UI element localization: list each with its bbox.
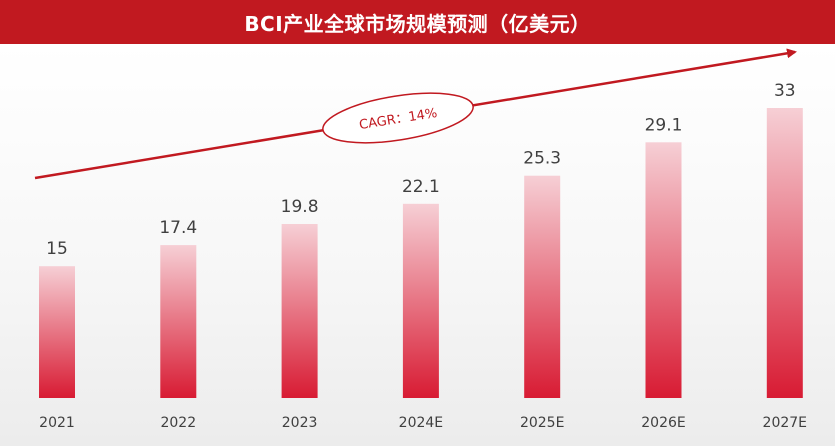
category-label-2027E: 2027E — [763, 415, 807, 431]
value-label-2023: 19.8 — [281, 197, 319, 217]
value-label-2021: 15 — [46, 239, 68, 259]
cagr-ellipse — [322, 92, 474, 144]
value-label-2025E: 25.3 — [523, 149, 561, 169]
category-label-2025E: 2025E — [520, 415, 564, 431]
chart-title-bar: BCI产业全球市场规模预测（亿美元） — [0, 0, 835, 44]
chart-title: BCI产业全球市场规模预测（亿美元） — [244, 11, 591, 36]
value-label-2027E: 33 — [774, 81, 796, 101]
value-label-2026E: 29.1 — [645, 115, 683, 135]
bar-2024E — [402, 203, 439, 398]
bar-2025E — [524, 175, 561, 398]
value-labels-group: 15 17.4 19.8 22.1 25.3 29.1 33 — [46, 81, 795, 259]
value-label-2024E: 22.1 — [402, 177, 440, 197]
category-label-2021: 2021 — [39, 415, 75, 431]
category-label-2023: 2023 — [282, 415, 318, 431]
category-label-2026E: 2026E — [641, 415, 685, 431]
category-label-2024E: 2024E — [399, 415, 443, 431]
bar-2023 — [281, 224, 318, 398]
bars-group — [39, 108, 803, 398]
bar-2026E — [645, 142, 682, 398]
value-label-2022: 17.4 — [159, 218, 197, 238]
bar-2021 — [39, 266, 75, 398]
bar-2027E — [766, 108, 803, 398]
category-label-2022: 2022 — [160, 415, 196, 431]
bar-2022 — [160, 245, 197, 398]
cagr-annotation: CAGR：14% — [34, 48, 797, 180]
category-labels-group: 2021 2022 2023 2024E 2025E 2026E 2027E — [39, 415, 807, 431]
